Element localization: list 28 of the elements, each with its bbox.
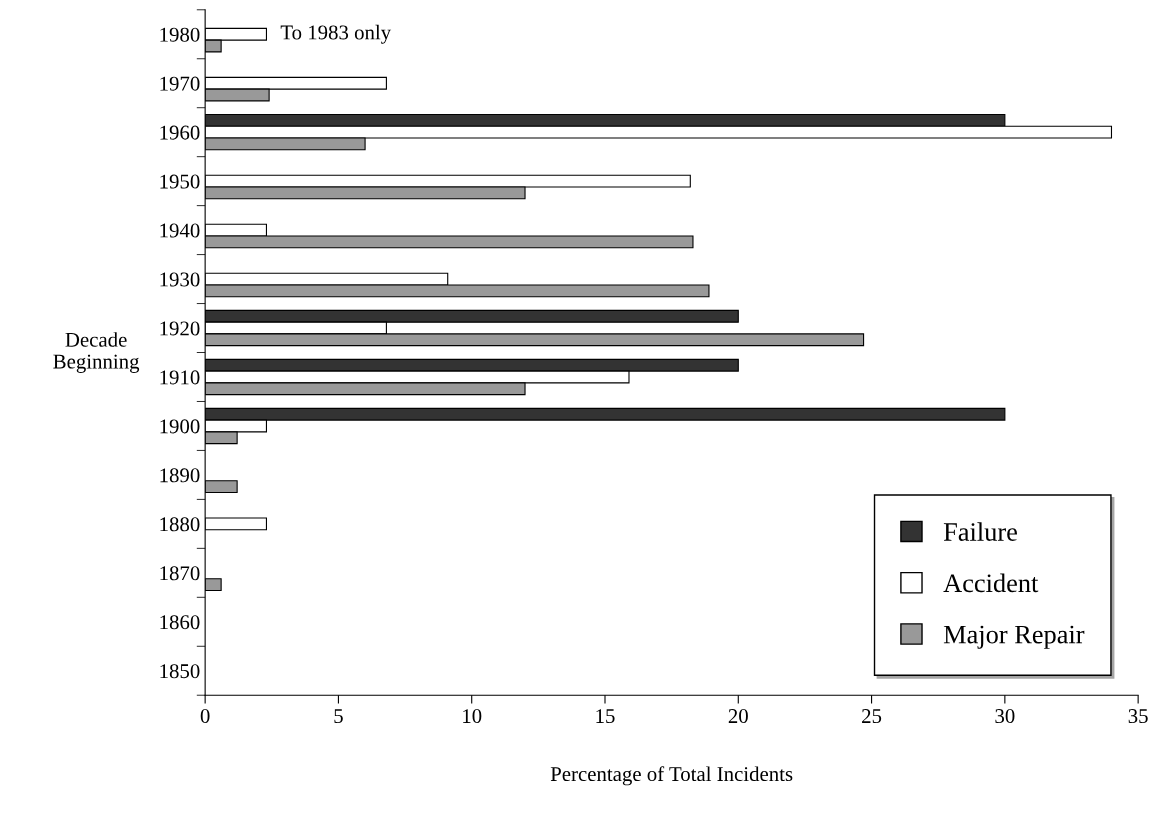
x-axis-title: Percentage of Total Incidents: [550, 766, 793, 786]
y-tick-label: 1850: [160, 664, 200, 679]
y-tick-label: 1930: [160, 272, 200, 287]
y-tick-label: 1910: [160, 370, 200, 385]
x-tick-label: 30: [995, 709, 1015, 724]
x-tick-label: 20: [728, 709, 748, 724]
y-tick-label: 1860: [160, 615, 200, 630]
y-tick-label: 1980: [160, 27, 200, 42]
x-tick-label: 5: [334, 709, 343, 724]
x-tick-label: 10: [463, 709, 482, 724]
y-tick-label: 1880: [160, 517, 200, 532]
y-tick-label: 1950: [160, 174, 200, 189]
y-axis-title: Decade Beginning: [53, 332, 140, 373]
y-tick-label: 1900: [160, 419, 200, 434]
x-tick-label: 0: [200, 709, 210, 724]
x-tick-label: 15: [596, 709, 615, 724]
legend-label: Major Repair: [943, 625, 1085, 649]
y-tick-label: 1920: [160, 321, 200, 336]
legend-label: Failure: [943, 522, 1017, 541]
y-tick-label: 1870: [160, 566, 200, 581]
y-tick-label: 1940: [160, 223, 200, 238]
legend-label: Accident: [943, 573, 1039, 593]
y-tick-label: 1960: [160, 125, 200, 140]
y-tick-label: 1890: [160, 468, 200, 483]
x-tick-label: 25: [862, 709, 882, 724]
annotation: To 1983 only: [280, 24, 392, 44]
y-tick-label: 1970: [160, 76, 200, 91]
x-tick-label: 35: [1128, 709, 1148, 724]
